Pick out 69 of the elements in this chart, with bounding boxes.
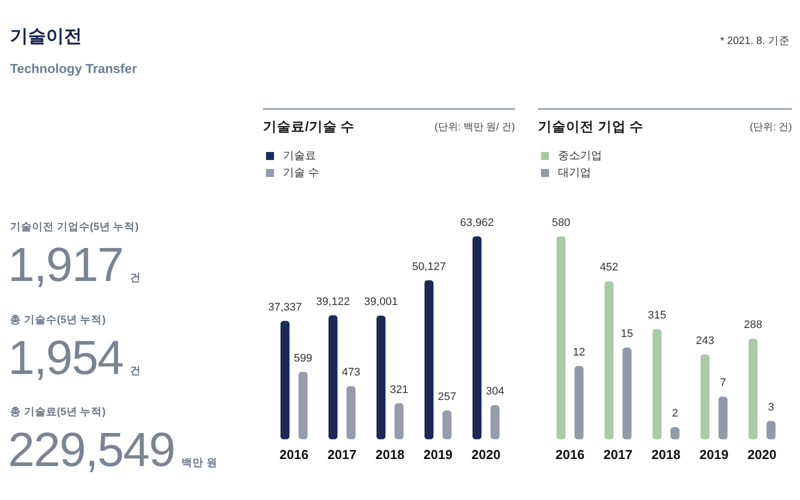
data-label: 452 [600,262,618,274]
bar [718,396,728,440]
bar [604,281,614,440]
data-label: 599 [294,352,312,364]
bar [280,320,290,440]
text: 기술이전 [10,25,82,48]
text: 백만 원 [182,456,218,470]
text: 1,954 [8,332,124,384]
data-label: 580 [552,216,570,229]
data-label: 39,001 [364,296,398,308]
bar [394,403,404,440]
bar [652,329,662,440]
data-label: 2 [672,408,678,420]
data-label: 257 [438,390,456,403]
bar [556,236,566,440]
x-tick-label: 2016 [280,446,308,462]
bar [748,338,758,440]
x-tick-label: 2017 [604,446,632,462]
text: Technology Transfer [10,61,137,76]
bar [574,366,584,440]
bar [442,410,452,440]
legend-label: 대기업 [558,166,591,180]
x-tick-label: 2018 [376,446,404,462]
x-tick-label: 2017 [328,446,356,462]
data-label: 39,122 [316,296,350,308]
data-label: 288 [744,319,762,332]
data-label: 7 [720,377,726,390]
chart-title: 기술이전 기업 수 [538,118,644,136]
legend-label: 중소기업 [558,149,602,163]
x-tick-label: 2019 [424,446,452,462]
data-label: 321 [390,384,408,396]
data-label: 243 [696,334,714,347]
bar [766,421,776,440]
legend-label: 기술 수 [283,166,320,180]
text: 건 [130,271,142,285]
text: 229,549 [8,424,175,477]
bar [328,315,338,440]
data-label: 37,337 [268,301,302,314]
bar [298,372,308,440]
data-label: 50,127 [412,260,446,273]
text: 1,917 [8,239,124,292]
data-label: 12 [572,346,586,359]
bar [424,280,434,440]
legend-label: 기술료 [283,149,316,163]
data-label: 63,962 [460,216,494,229]
x-tick-label: 2016 [556,446,584,462]
text: (단위: 백만 원/ 건) [434,121,515,134]
text: 총 기술수(5년 누적) [10,312,106,326]
bar [700,354,710,440]
x-tick-label: 2019 [700,446,728,462]
data-label: 3 [768,402,774,414]
text: (단위: 건) [750,121,792,134]
data-label: 15 [620,328,634,340]
data-label: 473 [342,366,360,379]
text: * 2021. 8. 기준 [720,34,790,48]
x-tick-label: 2020 [748,446,776,462]
x-tick-label: 2020 [472,446,500,462]
bar [376,316,386,440]
text: 기술이전 기업수(5년 누적) [10,220,139,234]
chart-title: 기술료/기술 수 [263,118,355,136]
bar [622,348,632,440]
x-tick-label: 2018 [652,446,680,462]
data-label: 315 [648,310,666,322]
bar [346,386,356,440]
text: 총 기술료(5년 누적) [10,405,106,419]
bar [472,236,482,440]
bar [490,405,500,440]
text: 건 [130,364,142,378]
data-label: 304 [486,386,504,398]
